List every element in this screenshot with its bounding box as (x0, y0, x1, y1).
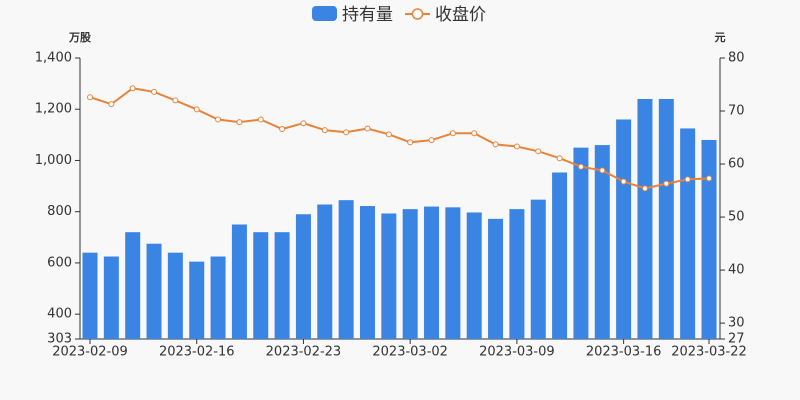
bar (701, 139, 717, 339)
bar (424, 206, 440, 339)
y-tick-label: 1,400 (35, 51, 72, 66)
bar (573, 147, 589, 339)
x-tick-label: 2023-03-02 (372, 345, 448, 360)
bar (317, 204, 333, 339)
bar (146, 243, 162, 339)
bar (253, 232, 269, 339)
bar (338, 200, 354, 339)
bar (381, 213, 397, 339)
price-marker (215, 116, 222, 123)
price-marker (471, 130, 478, 137)
bar (210, 256, 226, 339)
price-marker (663, 180, 670, 187)
y-tick-label: 600 (47, 255, 72, 270)
price-marker (172, 97, 179, 104)
price-marker (641, 185, 648, 192)
price-marker (129, 85, 136, 92)
y2-tick-label: 30 (728, 316, 745, 331)
price-marker (513, 143, 520, 150)
price-marker (684, 176, 691, 183)
price-marker (257, 116, 264, 123)
price-marker (428, 137, 435, 144)
price-marker (706, 175, 712, 182)
x-tick-label: 2023-02-09 (52, 345, 128, 360)
bar (125, 232, 141, 339)
bar (680, 128, 696, 339)
bar (594, 145, 610, 339)
price-marker (385, 131, 392, 138)
price-marker (492, 141, 499, 148)
y2-tick-label: 50 (728, 210, 745, 225)
x-tick-label: 2023-03-16 (586, 345, 662, 360)
price-marker (407, 139, 414, 146)
y-tick-label: 400 (47, 307, 72, 322)
price-marker (193, 106, 200, 113)
price-marker (343, 129, 350, 136)
y2-axis-unit: 元 (715, 31, 726, 44)
y-tick-label: 303 (47, 332, 72, 347)
bar (359, 206, 375, 339)
bar (274, 232, 290, 339)
y-tick-label: 1,200 (35, 102, 72, 117)
legend: 持有量 收盘价 (312, 5, 486, 25)
price-marker (599, 167, 606, 174)
price-marker (535, 148, 542, 155)
price-line (89, 87, 710, 190)
bar (82, 252, 98, 339)
bar (445, 207, 461, 339)
price-marker (321, 127, 328, 134)
x-tick-label: 2023-02-23 (266, 345, 342, 360)
bar (509, 209, 525, 339)
bar (488, 218, 504, 339)
legend-label: 收盘价 (435, 5, 486, 25)
legend-marker (411, 8, 424, 20)
price-marker (449, 130, 456, 137)
bar (189, 261, 205, 339)
price-marker (300, 120, 307, 127)
y2-tick-label: 27 (728, 332, 745, 347)
bar (295, 214, 311, 339)
bar (402, 209, 418, 339)
price-marker (108, 101, 115, 108)
bar (637, 98, 653, 340)
y2-tick-label: 80 (728, 51, 745, 66)
y2-tick-label: 60 (728, 157, 745, 172)
y-tick-label: 800 (47, 204, 72, 219)
x-tick-label: 2023-03-09 (479, 345, 555, 360)
legend-swatch (312, 6, 337, 21)
x-tick-label: 2023-03-22 (671, 345, 747, 360)
bar (530, 199, 546, 339)
price-marker (87, 94, 93, 101)
y-axis-unit: 万股 (68, 31, 92, 44)
price-marker (620, 178, 627, 185)
bar (103, 256, 119, 339)
price-marker (236, 119, 243, 126)
bar (552, 172, 568, 339)
price-marker (556, 155, 563, 162)
price-marker (151, 88, 158, 95)
bar (466, 212, 482, 339)
y2-tick-label: 70 (728, 104, 745, 119)
bar (658, 98, 674, 340)
legend-label: 持有量 (342, 5, 393, 25)
price-marker (364, 125, 371, 132)
price-marker (279, 126, 286, 133)
bar (616, 119, 632, 340)
bar (167, 252, 183, 339)
bar (231, 224, 247, 339)
y-tick-label: 1,000 (35, 153, 72, 168)
x-tick-label: 2023-02-16 (159, 345, 235, 360)
y2-tick-label: 40 (728, 263, 745, 278)
price-marker (577, 163, 584, 170)
